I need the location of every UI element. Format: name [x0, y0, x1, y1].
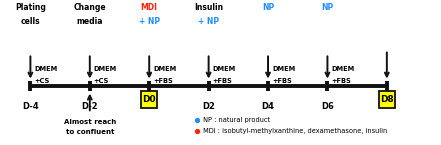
Text: +CS: +CS	[34, 78, 49, 84]
Text: to confluent: to confluent	[66, 129, 114, 135]
Text: + NP: + NP	[138, 17, 160, 26]
Text: D-4: D-4	[22, 102, 39, 111]
Text: DMEM: DMEM	[153, 66, 176, 72]
Text: D0: D0	[142, 95, 156, 104]
Text: cells: cells	[21, 17, 40, 26]
FancyBboxPatch shape	[142, 91, 157, 108]
Text: Plating: Plating	[15, 3, 46, 12]
Text: DMEM: DMEM	[272, 66, 295, 72]
Text: MDI : isobutyl-methylxanthine, dexamethasone, insulin: MDI : isobutyl-methylxanthine, dexametha…	[201, 128, 387, 134]
Text: + NP: + NP	[198, 17, 219, 26]
Text: D-2: D-2	[82, 102, 98, 111]
Text: D4: D4	[262, 102, 274, 111]
Text: D8: D8	[380, 95, 394, 104]
Text: DMEM: DMEM	[93, 66, 117, 72]
Text: media: media	[77, 17, 103, 26]
Text: D6: D6	[321, 102, 334, 111]
Text: +CS: +CS	[93, 78, 109, 84]
Text: +FBS: +FBS	[213, 78, 232, 84]
Text: Insulin: Insulin	[194, 3, 223, 12]
Text: DMEM: DMEM	[34, 66, 57, 72]
Text: +FBS: +FBS	[153, 78, 173, 84]
Text: +FBS: +FBS	[331, 78, 351, 84]
Text: DMEM: DMEM	[213, 66, 236, 72]
FancyBboxPatch shape	[379, 91, 395, 108]
Text: DMEM: DMEM	[331, 66, 355, 72]
Text: NP: NP	[321, 3, 333, 12]
Text: Change: Change	[74, 3, 106, 12]
Text: +FBS: +FBS	[272, 78, 292, 84]
Text: NP: NP	[262, 3, 274, 12]
Text: D2: D2	[202, 102, 215, 111]
Text: Almost reach: Almost reach	[64, 119, 116, 125]
Text: NP : natural product: NP : natural product	[201, 117, 270, 123]
Text: MDI: MDI	[141, 3, 158, 12]
